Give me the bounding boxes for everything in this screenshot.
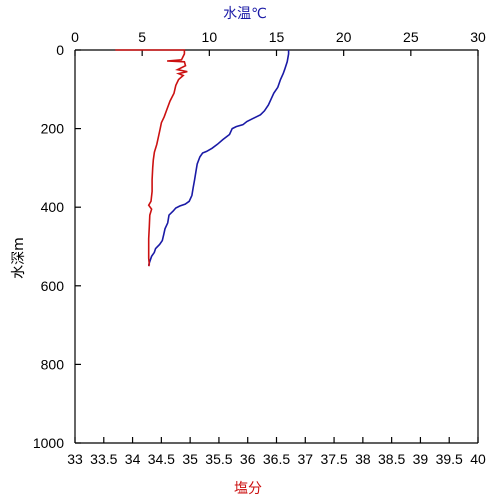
tick-labels: 0 5 10 15 20 25 30 33 33.5 34 34.5 35 35.5 36 36.5 37 37… [33,29,486,467]
top-tick-label: 10 [202,29,218,45]
top-tick-label: 15 [269,29,285,45]
bottom-tick-label: 37 [297,451,313,467]
bottom-tick-label: 33 [67,451,83,467]
top-axis-title: 水温℃ [223,6,267,22]
temperature-series-line [148,50,290,267]
top-tick-label: 25 [403,29,419,45]
bottom-tick-label: 33.5 [90,451,117,467]
y-axis-title: 水深m [11,237,27,279]
bottom-tick-label: 35.5 [205,451,232,467]
y-tick-label: 800 [41,356,65,372]
y-tick-label: 400 [41,199,65,215]
bottom-tick-label: 40 [470,451,486,467]
bottom-tick-label: 38.5 [378,451,405,467]
y-tick-label: 600 [41,278,65,294]
bottom-tick-label: 39 [413,451,429,467]
bottom-tick-label: 36 [240,451,256,467]
bottom-tick-label: 37.5 [320,451,347,467]
bottom-tick-label: 38 [355,451,371,467]
y-tick-label: 0 [56,42,64,58]
salinity-series-line [115,49,188,267]
y-tick-label: 200 [41,121,65,137]
bottom-tick-label: 39.5 [436,451,463,467]
top-tick-label: 20 [336,29,352,45]
top-tick-label: 5 [138,29,146,45]
bottom-tick-label: 34 [125,451,141,467]
bottom-tick-label: 35 [182,451,198,467]
series-lines [115,49,290,267]
tick-marks [74,49,479,444]
bottom-tick-label: 36.5 [263,451,290,467]
y-tick-label: 1000 [33,435,64,451]
bottom-axis-title: 塩分 [234,481,262,497]
top-tick-label: 30 [470,29,486,45]
top-tick-label: 0 [71,29,79,45]
bottom-tick-label: 34.5 [148,451,175,467]
